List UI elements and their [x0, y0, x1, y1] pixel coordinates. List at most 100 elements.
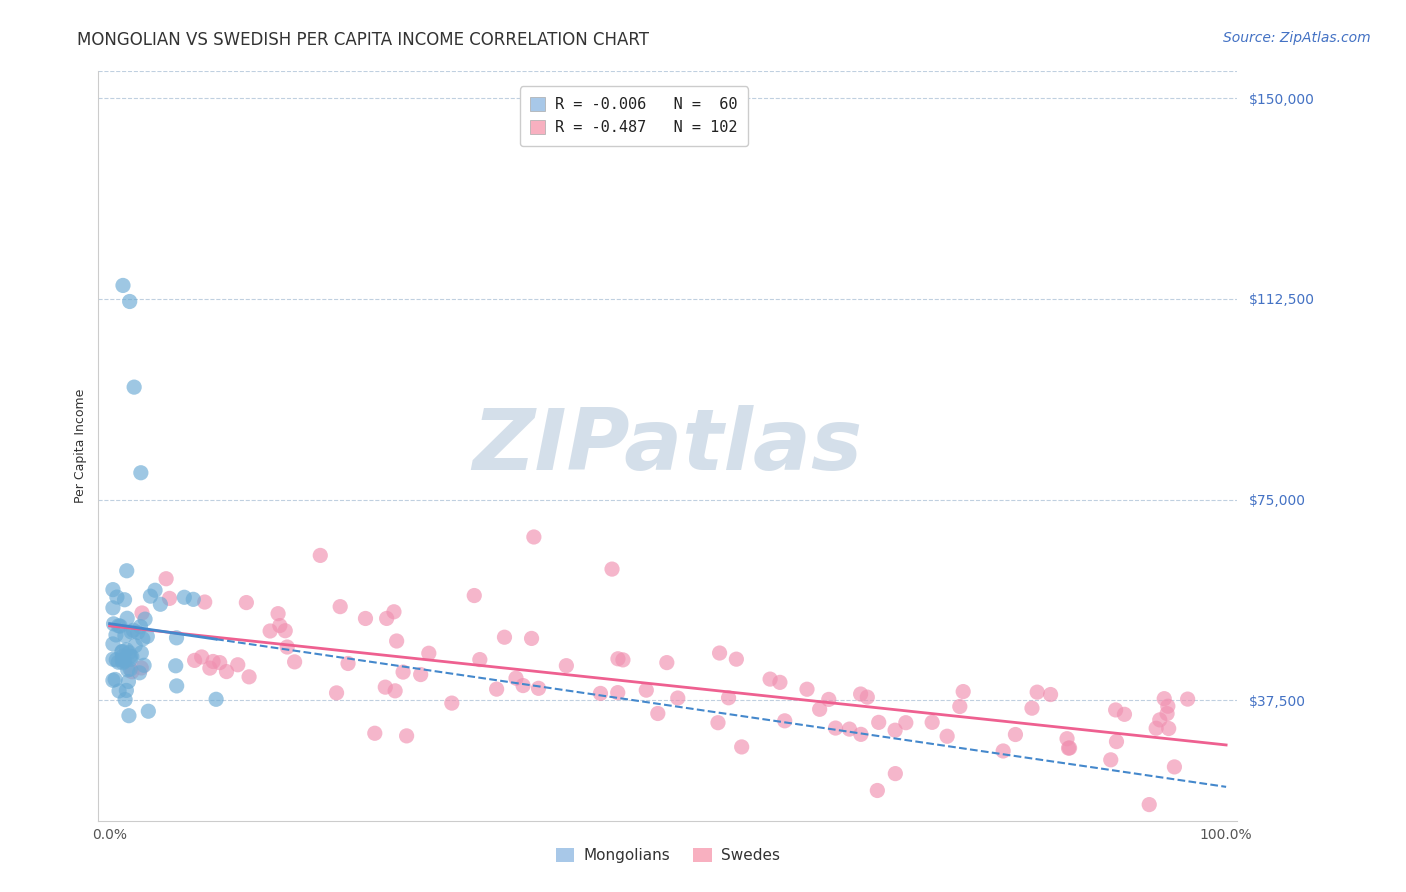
Point	[364, 726, 387, 740]
Point	[115, 564, 138, 578]
Point	[101, 673, 124, 688]
Point	[884, 723, 907, 738]
Point	[121, 665, 143, 679]
Point	[111, 644, 134, 658]
Point	[131, 646, 153, 660]
Point	[284, 655, 307, 669]
Point	[555, 658, 578, 673]
Point	[181, 592, 204, 607]
Point	[824, 721, 846, 735]
Point	[104, 673, 127, 687]
Point	[114, 629, 136, 643]
Point	[120, 624, 142, 639]
Point	[132, 632, 155, 646]
Point	[725, 652, 748, 666]
Point	[165, 658, 187, 673]
Point	[655, 656, 678, 670]
Point	[1021, 701, 1043, 715]
Point	[600, 562, 623, 576]
Point	[238, 670, 260, 684]
Text: MONGOLIAN VS SWEDISH PER CAPITA INCOME CORRELATION CHART: MONGOLIAN VS SWEDISH PER CAPITA INCOME C…	[77, 31, 650, 49]
Point	[856, 690, 879, 705]
Point	[949, 699, 972, 714]
Point	[105, 590, 128, 604]
Point	[1156, 706, 1178, 721]
Point	[418, 646, 440, 660]
Point	[155, 572, 177, 586]
Point	[118, 708, 141, 723]
Point	[105, 653, 128, 667]
Point	[101, 600, 124, 615]
Point	[108, 619, 131, 633]
Point	[385, 634, 408, 648]
Point	[166, 679, 188, 693]
Point	[1039, 688, 1062, 702]
Point	[107, 619, 129, 633]
Point	[101, 637, 124, 651]
Point	[612, 653, 634, 667]
Point	[329, 599, 352, 614]
Point	[120, 649, 142, 664]
Point	[111, 645, 134, 659]
Point	[139, 589, 162, 603]
Point	[440, 696, 463, 710]
Point	[374, 680, 396, 694]
Point	[121, 649, 143, 664]
Point	[108, 684, 131, 698]
Point	[111, 649, 134, 664]
Point	[1163, 760, 1185, 774]
Point	[384, 683, 406, 698]
Point	[226, 657, 249, 672]
Point	[1105, 734, 1128, 748]
Point	[1153, 691, 1175, 706]
Point	[103, 616, 125, 631]
Point	[128, 665, 150, 680]
Point	[1157, 722, 1180, 736]
Point	[485, 682, 508, 697]
Point	[1157, 699, 1180, 714]
Point	[115, 642, 138, 657]
Point	[101, 652, 124, 666]
Point	[115, 683, 138, 698]
Point	[991, 744, 1014, 758]
Point	[1026, 685, 1049, 699]
Point	[136, 629, 159, 643]
Point	[269, 618, 291, 632]
Point	[817, 692, 839, 706]
Point	[208, 656, 231, 670]
Point	[120, 662, 142, 676]
Point	[894, 715, 917, 730]
Text: ZIPatlas: ZIPatlas	[472, 404, 863, 488]
Point	[884, 766, 907, 780]
Point	[115, 611, 138, 625]
Point	[409, 667, 432, 681]
Point	[707, 715, 730, 730]
Point	[1104, 703, 1126, 717]
Point	[118, 294, 141, 309]
Point	[773, 714, 796, 728]
Point	[759, 672, 782, 686]
Point	[375, 611, 398, 625]
Point	[494, 630, 516, 644]
Point	[606, 685, 628, 699]
Point	[104, 628, 127, 642]
Point	[936, 729, 959, 743]
Point	[114, 592, 136, 607]
Point	[520, 632, 543, 646]
Point	[122, 624, 145, 638]
Point	[274, 624, 297, 638]
Point	[849, 727, 872, 741]
Point	[205, 692, 228, 706]
Point	[215, 665, 238, 679]
Point	[838, 722, 860, 736]
Point	[117, 663, 139, 677]
Point	[183, 653, 205, 667]
Point	[717, 690, 740, 705]
Point	[796, 682, 818, 697]
Point	[808, 702, 831, 716]
Point	[468, 652, 491, 666]
Point	[118, 646, 141, 660]
Point	[1144, 721, 1167, 735]
Point	[952, 684, 974, 698]
Point	[159, 591, 181, 606]
